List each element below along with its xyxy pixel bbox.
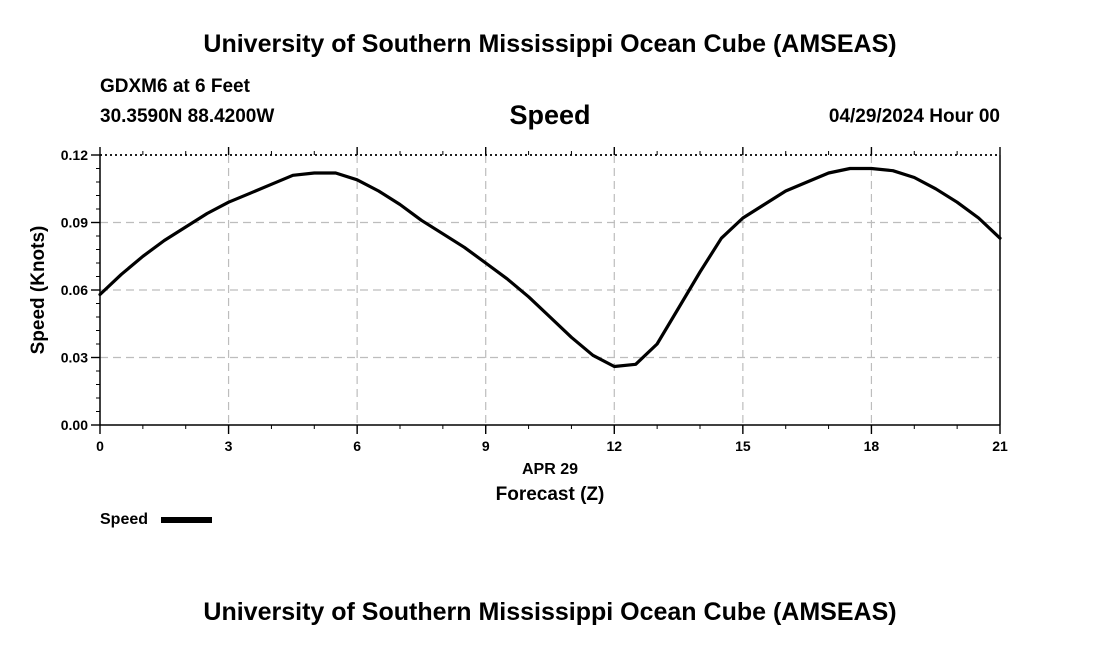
x-tick-label: 9	[482, 438, 490, 454]
legend-label: Speed	[100, 511, 148, 528]
x-date-label: APR 29	[522, 461, 578, 478]
x-tick-label: 6	[353, 438, 361, 454]
y-tick-label: 0.03	[61, 350, 88, 366]
x-tick-label: 21	[992, 438, 1008, 454]
x-tick-label: 12	[606, 438, 622, 454]
footer-title: University of Southern Mississippi Ocean…	[203, 598, 897, 626]
timestamp-label: 04/29/2024 Hour 00	[828, 106, 1000, 127]
axes: 0 3 6 9 12 15 18 21 0.00 0.03 0.06 0.09 0.12	[61, 147, 1008, 454]
variable-title: Speed	[509, 100, 591, 130]
x-tick-label: 15	[735, 438, 751, 454]
coordinates-label: 30.3590N 88.4200W	[100, 106, 275, 127]
y-tick-label: 0.06	[61, 282, 88, 298]
y-axis-label: Speed (Knots)	[28, 226, 49, 355]
station-label: GDXM6 at 6 Feet	[100, 76, 250, 97]
y-tick-label: 0.00	[61, 417, 88, 433]
chart-title: University of Southern Mississippi Ocean…	[203, 30, 897, 58]
x-tick-label: 3	[225, 438, 233, 454]
x-axis-label: Forecast (Z)	[496, 484, 605, 505]
y-tick-label: 0.09	[61, 215, 88, 231]
x-tick-label: 18	[864, 438, 880, 454]
y-tick-label: 0.12	[61, 147, 88, 163]
legend-swatch	[161, 517, 212, 523]
series-layer	[98, 166, 1002, 369]
speed-series-line	[98, 166, 1002, 369]
x-tick-label: 0	[96, 438, 104, 454]
axis-labels: APR 29 Forecast (Z) Speed (Knots)	[28, 226, 604, 505]
legend: Speed	[100, 511, 212, 528]
grid	[100, 155, 1000, 425]
